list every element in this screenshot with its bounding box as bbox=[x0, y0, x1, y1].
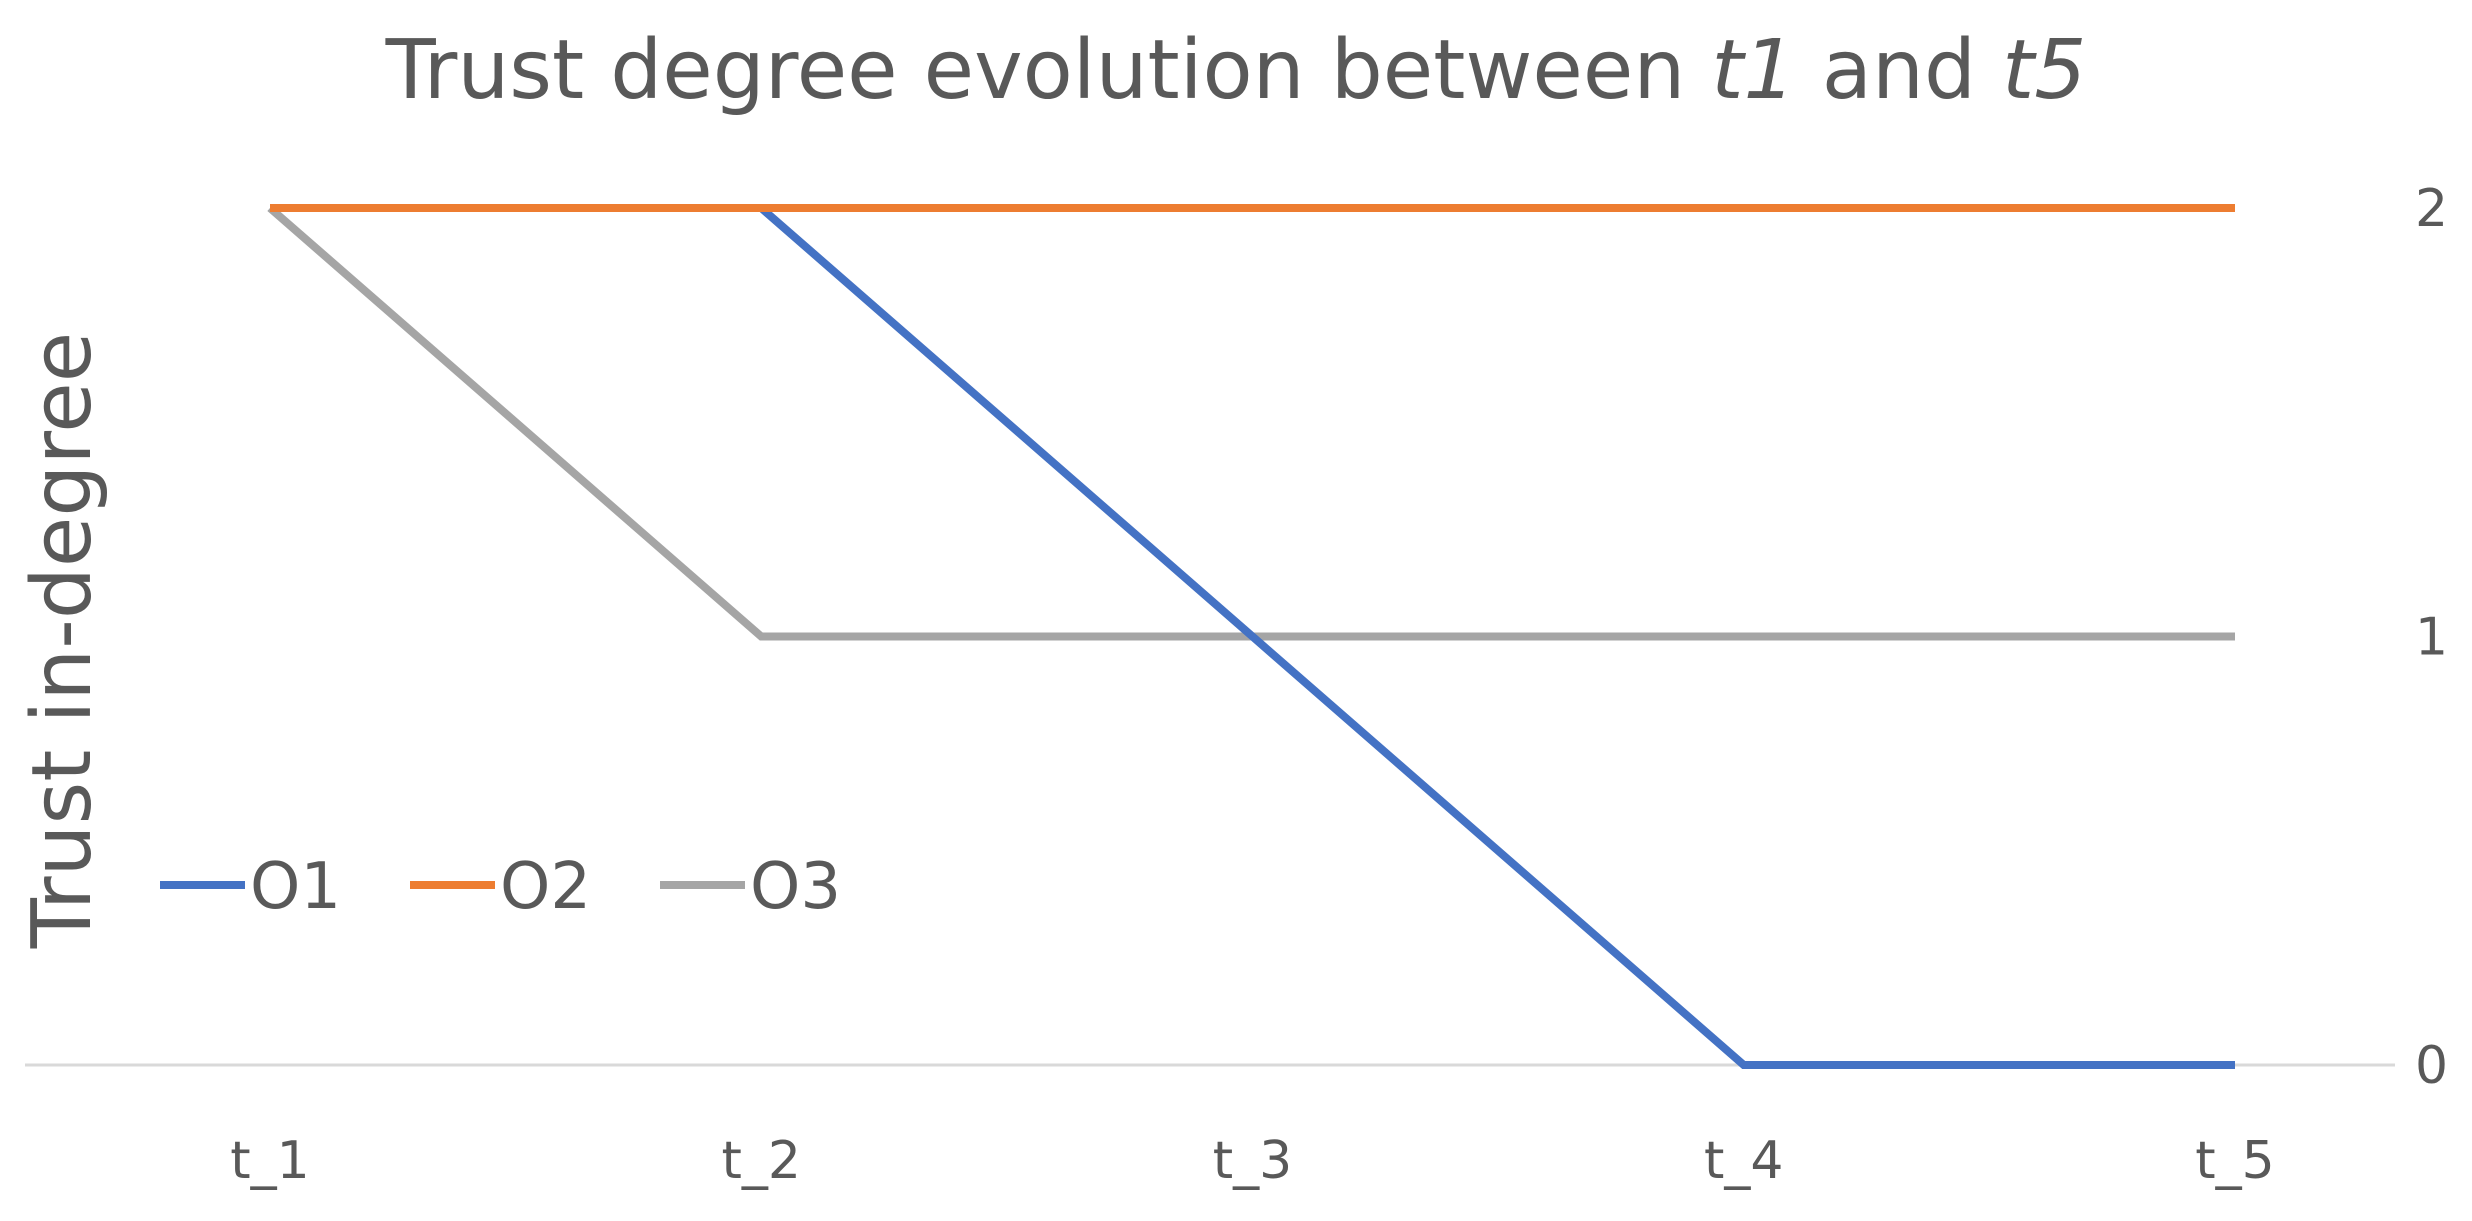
series-line-o3 bbox=[267, 204, 2235, 641]
x-tick-label: t_2 bbox=[722, 1131, 801, 1191]
legend: O1 O2 O3 bbox=[160, 850, 841, 924]
x-tick-label: t_5 bbox=[2195, 1131, 2274, 1191]
legend-label-o3: O3 bbox=[750, 850, 841, 924]
y-tick-label: 1 bbox=[2415, 608, 2448, 668]
chart-title-part-1: Trust degree evolution between bbox=[385, 23, 1712, 118]
y-tick-label: 2 bbox=[2415, 179, 2448, 239]
chart-title-part-2: t1 bbox=[1711, 23, 1795, 118]
y-axis-label: Trust in-degree bbox=[15, 332, 110, 949]
y-tick-label: 0 bbox=[2415, 1036, 2448, 1096]
y-axis-ticks: 0 1 2 bbox=[2415, 179, 2448, 1096]
x-tick-label: t_3 bbox=[1213, 1131, 1292, 1191]
x-axis-ticks: t_1 t_2 t_3 t_4 t_5 bbox=[230, 1131, 2274, 1191]
x-tick-label: t_4 bbox=[1704, 1131, 1783, 1191]
legend-label-o2: O2 bbox=[500, 850, 591, 924]
chart-title: Trust degree evolution between t1 and t5 bbox=[385, 23, 2087, 118]
legend-label-o1: O1 bbox=[250, 850, 341, 924]
chart-title-part-3: and bbox=[1796, 23, 2002, 118]
chart-title-part-4: t5 bbox=[2002, 23, 2086, 118]
x-tick-label: t_1 bbox=[230, 1131, 309, 1191]
series-lines bbox=[267, 204, 2235, 1069]
